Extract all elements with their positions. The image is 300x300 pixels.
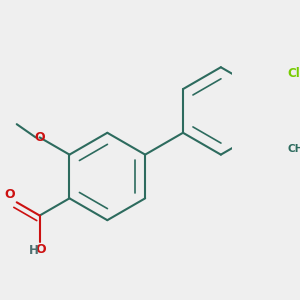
Text: O: O xyxy=(35,243,46,256)
Text: O: O xyxy=(34,131,45,144)
Text: O: O xyxy=(5,188,15,201)
Text: H: H xyxy=(29,244,39,257)
Text: Cl: Cl xyxy=(287,67,300,80)
Text: CH₃: CH₃ xyxy=(287,144,300,154)
